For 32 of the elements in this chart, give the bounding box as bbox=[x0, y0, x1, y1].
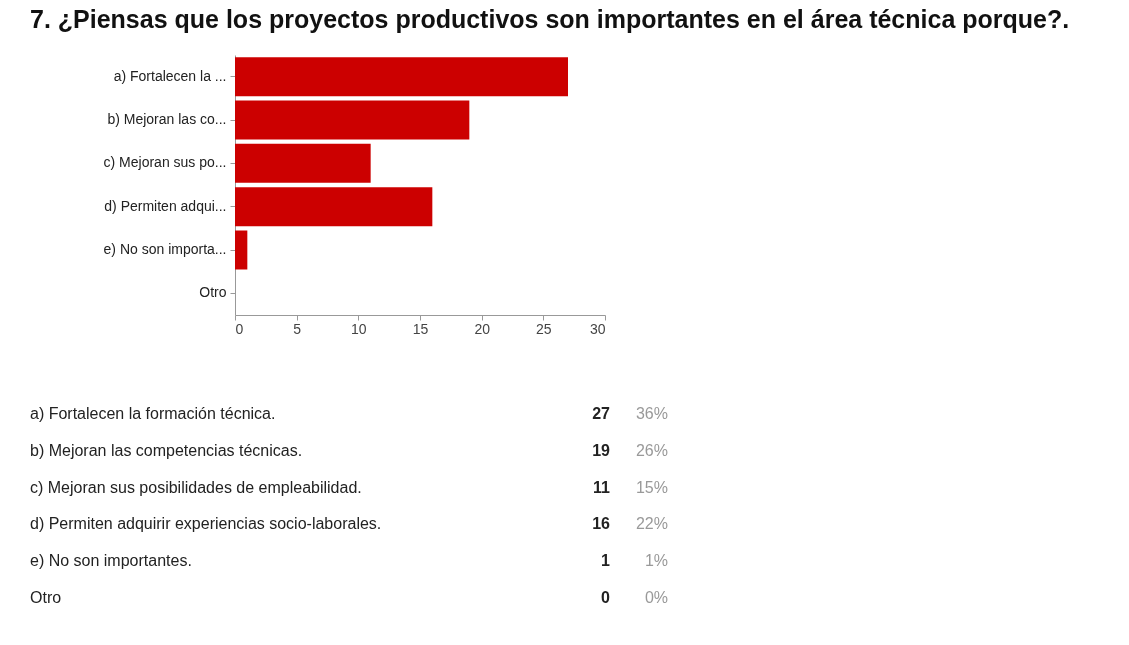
text: 0 bbox=[601, 588, 611, 606]
text: 15% bbox=[635, 478, 668, 496]
x-tick-label: 5 bbox=[293, 320, 302, 337]
text: 26% bbox=[635, 442, 668, 459]
x-tick-label: 30 bbox=[589, 320, 606, 337]
y-tick-label: Otro bbox=[199, 284, 227, 301]
y-tick-label: b) Mejoran las co... bbox=[107, 111, 227, 127]
text: 22% bbox=[635, 515, 668, 533]
text: Otro bbox=[30, 588, 62, 606]
text: 36% bbox=[635, 405, 668, 423]
x-tick-label: 20 bbox=[474, 320, 491, 337]
y-tick-label: a) Fortalecen la ... bbox=[113, 67, 227, 84]
text: 0% bbox=[644, 588, 668, 606]
y-tick-label: e) No son importa... bbox=[103, 241, 227, 257]
x-tick-label: 25 bbox=[536, 320, 552, 337]
text: 27 bbox=[592, 405, 611, 423]
y-tick-label: d) Permiten adqui... bbox=[104, 197, 227, 214]
text: b) Mejoran las competencias técnicas. bbox=[30, 442, 303, 459]
text: 11 bbox=[593, 478, 611, 496]
text: e) No son importantes. bbox=[30, 552, 192, 569]
text: 19 bbox=[592, 442, 611, 459]
text: 1 bbox=[601, 552, 611, 569]
text: 1% bbox=[644, 552, 668, 569]
text: c) Mejoran sus posibilidades de empleabilidad. bbox=[30, 478, 362, 496]
x-tick-label: 10 bbox=[351, 320, 367, 337]
text: a) Fortalecen la formación técnica. bbox=[30, 405, 276, 423]
x-tick-label: 15 bbox=[412, 320, 429, 337]
y-tick-label: c) Mejoran sus po... bbox=[103, 154, 227, 171]
chart-title: 7. ¿Piensas que los proyectos productivos son importantes en el área técnica porque?. bbox=[30, 5, 1070, 33]
text: 16 bbox=[592, 515, 611, 533]
x-tick-label: 0 bbox=[235, 320, 244, 337]
text: d) Permiten adquirir experiencias socio-laborales. bbox=[30, 515, 382, 533]
